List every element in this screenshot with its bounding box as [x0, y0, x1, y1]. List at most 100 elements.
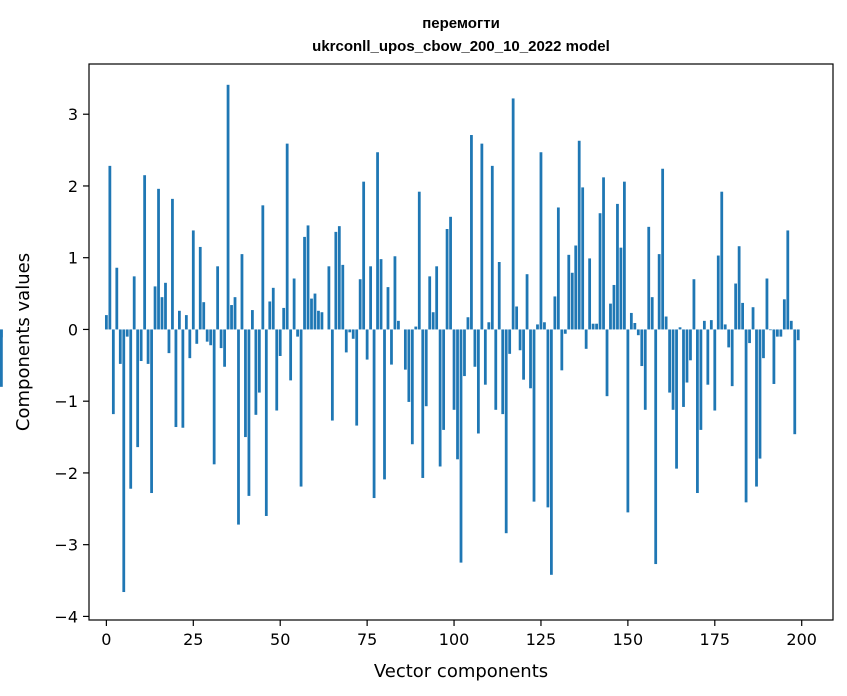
bar-component-107: [476, 329, 480, 434]
y-axis-label: Components values: [13, 253, 34, 431]
bar-component-170: [696, 329, 699, 494]
bar-component-163: [671, 329, 675, 410]
bar-component-141: [595, 323, 598, 330]
bar-component-111: [490, 165, 494, 330]
bar-component-188: [758, 329, 762, 459]
bar-component-127: [546, 329, 550, 508]
bar-component-84: [397, 320, 400, 330]
bar-component-198: [793, 329, 797, 435]
bar-component-81: [386, 287, 390, 330]
bar-component-125: [539, 152, 543, 330]
bar-component-196: [786, 230, 790, 330]
bar-component-177: [720, 191, 724, 330]
bar-component-91: [421, 329, 425, 478]
bar-component-180: [730, 329, 734, 387]
chart-title-line-1: перемогти: [422, 15, 500, 32]
bar-component-134: [570, 272, 574, 330]
bar-component-135: [574, 245, 578, 330]
x-tick-label: 150: [613, 630, 644, 649]
x-tick-label: 75: [357, 630, 377, 649]
bar-component-146: [612, 284, 616, 330]
bar-component-137: [581, 187, 585, 330]
bar-component-9: [136, 329, 140, 448]
bar-component-11: [143, 175, 147, 330]
bar-component-113: [497, 262, 501, 330]
bar-component-45: [261, 205, 265, 330]
bar-component-159: [657, 254, 661, 330]
bar-component-97: [442, 329, 446, 430]
bar-component-56: [299, 329, 303, 487]
bar-component-72: [355, 329, 359, 426]
bar-component-160: [661, 168, 665, 330]
bar-component-44: [257, 329, 261, 393]
bar-component-193: [775, 329, 779, 337]
bar-component-34: [223, 329, 226, 367]
bar-component-99: [449, 216, 452, 330]
bar-component-130: [556, 207, 560, 330]
bar-component-143: [602, 177, 605, 330]
bar-component-59: [310, 298, 313, 330]
bar-component-69: [344, 329, 348, 353]
bar-component-36: [230, 305, 233, 330]
bar-component-161: [664, 316, 668, 330]
bar-component-47: [268, 301, 272, 330]
bar-component-105: [470, 135, 473, 330]
bar-component-139: [588, 258, 592, 330]
bar-component-119: [518, 329, 522, 351]
bar-component-199: [796, 329, 800, 341]
bar-component-152: [633, 322, 637, 330]
bar-component-95: [435, 266, 439, 330]
bar-component-89: [414, 326, 418, 330]
bar-component-74: [362, 181, 366, 330]
bar-component-79: [379, 259, 383, 330]
x-tick-label: 0: [101, 630, 111, 649]
bar-component-35: [226, 84, 230, 330]
bar-component-118: [515, 306, 519, 330]
bar-component-120: [522, 329, 525, 380]
bar-component-192: [772, 329, 776, 384]
bar-component-145: [609, 303, 612, 330]
bar-component-173: [706, 329, 710, 385]
bar-component-155: [643, 329, 647, 410]
bar-component-115: [504, 329, 508, 534]
bar-component-114: [501, 329, 505, 415]
bar-component-185: [748, 329, 751, 344]
bar-component-158: [654, 329, 658, 565]
bar-component-112: [494, 329, 498, 410]
bar-component-57: [303, 236, 306, 330]
bars-group: [0, 84, 800, 593]
bar-component-60: [313, 293, 317, 330]
bar-component-75: [365, 329, 369, 360]
bar-component-179: [727, 329, 731, 348]
bar-component-42: [251, 310, 254, 330]
bar-component-144: [605, 329, 609, 397]
bar-component-181: [734, 283, 738, 330]
bar-component-131: [560, 329, 564, 371]
bar-component-32: [216, 266, 220, 330]
bar-component-153: [636, 329, 640, 336]
bar-component-165: [678, 327, 682, 330]
bar-component-66: [334, 231, 338, 330]
bar-component-100: [452, 329, 456, 410]
bar-component-149: [623, 181, 626, 330]
bar-component-164: [675, 329, 678, 469]
bar-component-15: [157, 188, 160, 330]
bar-component-148: [619, 247, 623, 330]
bar-component-108: [480, 143, 484, 330]
bar-component-46: [264, 329, 268, 516]
bar-component-136: [577, 140, 581, 330]
bar-component-65: [330, 329, 334, 421]
y-axis-ticks: −4 −3 −2 −1 0 1 2 3: [54, 105, 89, 626]
bar-component-77: [372, 329, 376, 499]
bar-component-110: [487, 322, 491, 330]
bar-component-151: [629, 312, 633, 330]
bar-component-122: [529, 329, 532, 389]
bar-component-94: [431, 312, 435, 330]
bar-component-27: [198, 246, 202, 330]
bar-component-61: [317, 310, 320, 330]
bar-component-71: [351, 329, 355, 339]
bar-component-37: [233, 297, 237, 330]
bar-component-133: [567, 254, 571, 330]
x-tick-label: 100: [439, 630, 470, 649]
y-tick-label: −3: [54, 536, 78, 555]
